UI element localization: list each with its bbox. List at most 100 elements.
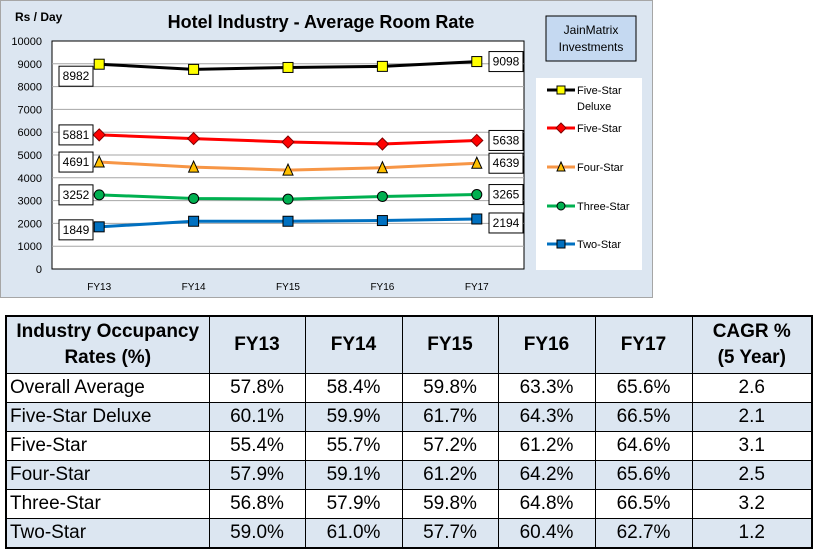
cell-cagr: 3.1 [691, 431, 813, 461]
table-row: Five-Star Deluxe 60.1% 59.9% 61.7% 64.3% 66.5… [5, 402, 813, 432]
legend-label: Four-Star [577, 162, 624, 174]
brand-line2: Investments [559, 40, 624, 54]
cell-value: 60.4% [497, 518, 596, 549]
data-label-box [58, 151, 94, 173]
data-point [376, 215, 388, 227]
data-label: 4639 [493, 156, 520, 170]
header-fy16: FY16 [497, 315, 596, 374]
header-cagr-line1: CAGR % [712, 321, 791, 342]
row-label: Five-Star Deluxe [5, 402, 210, 432]
row-label: Five-Star [5, 431, 210, 461]
table-row: Two-Star 59.0% 61.0% 57.7% 60.4% 62.7% 1.2 [5, 518, 813, 549]
legend-label: Two-Star [577, 239, 621, 251]
cell-value: 65.6% [594, 460, 693, 490]
legend-item: Five-Star Deluxe [547, 85, 622, 113]
data-label-box [58, 65, 94, 87]
cell-value: 59.1% [304, 460, 403, 490]
data-label-box [488, 152, 524, 174]
cell-value: 63.3% [497, 373, 596, 403]
data-point [282, 61, 294, 73]
cell-value: 59.9% [304, 402, 403, 432]
y-tick-label: 8000 [18, 82, 42, 94]
cell-cagr: 2.6 [691, 373, 813, 403]
data-point [470, 133, 484, 148]
series-two-star [93, 213, 483, 233]
data-point [188, 215, 200, 227]
x-tick-label: FY14 [182, 282, 206, 293]
header-cagr: CAGR % (5 Year) [691, 315, 813, 374]
data-point [282, 215, 294, 227]
y-tick-label: 10000 [11, 36, 42, 48]
y-tick-label: 4000 [18, 173, 42, 185]
cell-value: 59.8% [401, 373, 499, 403]
cell-value: 61.2% [401, 460, 499, 490]
cell-cagr: 2.1 [691, 402, 813, 432]
y-tick-label: 9000 [18, 59, 42, 71]
data-label-box [488, 129, 524, 151]
cell-value: 58.4% [304, 373, 403, 403]
data-point [556, 201, 566, 211]
data-label: 5638 [493, 133, 520, 147]
data-label: 3265 [493, 188, 520, 202]
data-point [188, 63, 200, 75]
legend-label: Five-Star [577, 85, 622, 97]
cell-value: 65.6% [594, 373, 693, 403]
table-row: Three-Star 56.8% 57.9% 59.8% 64.8% 66.5% 3.2 [5, 489, 813, 519]
row-label: Overall Average [5, 373, 210, 403]
header-fy13: FY13 [208, 315, 306, 374]
legend-item: Four-Star [547, 160, 624, 174]
row-label: Two-Star [5, 518, 210, 549]
data-label: 3252 [63, 188, 90, 202]
data-point [282, 193, 294, 205]
x-tick-label: FY13 [87, 282, 111, 293]
data-point [556, 85, 566, 95]
legend-item: Two-Star [547, 239, 621, 251]
data-point [92, 128, 106, 142]
legend [536, 78, 642, 270]
room-rate-chart: Rs / Day Hotel Industry - Average Room R… [11, 10, 642, 293]
header-cagr-line2: (5 Year) [717, 347, 786, 368]
data-label: 8982 [63, 69, 90, 83]
cell-value: 57.8% [208, 373, 306, 403]
cell-value: 56.8% [208, 489, 306, 519]
x-tick-label: FY17 [465, 282, 489, 293]
row-label: Four-Star [5, 460, 210, 490]
cell-value: 57.2% [401, 431, 499, 461]
data-label-box [58, 124, 94, 146]
cell-value: 66.5% [594, 402, 693, 432]
series-four-star [93, 154, 483, 176]
cell-value: 60.1% [208, 402, 306, 432]
series-three-star [93, 189, 483, 205]
cell-value: 59.0% [208, 518, 306, 549]
data-label: 2194 [493, 216, 520, 230]
y-tick-label: 2000 [18, 218, 42, 230]
data-point [282, 162, 294, 176]
chart-title: Hotel Industry - Average Room Rate [168, 12, 475, 32]
header-title-line1: Industry Occupancy [16, 321, 200, 342]
data-label-box [58, 184, 94, 206]
data-point [471, 189, 483, 201]
cell-value: 64.2% [497, 460, 596, 490]
data-point [93, 154, 105, 168]
data-point [556, 239, 566, 249]
data-point [555, 122, 567, 134]
data-point [187, 159, 200, 173]
cell-value: 64.8% [497, 489, 596, 519]
data-point [93, 221, 105, 233]
occupancy-table: Industry Occupancy Rates (%) FY13 FY14 FY… [5, 315, 813, 549]
data-point [556, 160, 566, 172]
cell-value: 64.6% [594, 431, 693, 461]
legend-item: Three-Star [547, 201, 630, 213]
table-row: Overall Average 57.8% 58.4% 59.8% 63.3% 65.6%… [5, 373, 813, 403]
cell-value: 61.7% [401, 402, 499, 432]
cell-value: 66.5% [594, 489, 693, 519]
legend-label: Three-Star [577, 201, 630, 213]
data-label-box [488, 212, 524, 234]
data-point [376, 60, 388, 72]
data-label: 1849 [63, 223, 90, 237]
data-point [471, 213, 483, 225]
row-label: Three-Star [5, 489, 210, 519]
y-tick-label: 1000 [18, 241, 42, 253]
header-fy15: FY15 [401, 315, 499, 374]
cell-value: 61.0% [304, 518, 403, 549]
